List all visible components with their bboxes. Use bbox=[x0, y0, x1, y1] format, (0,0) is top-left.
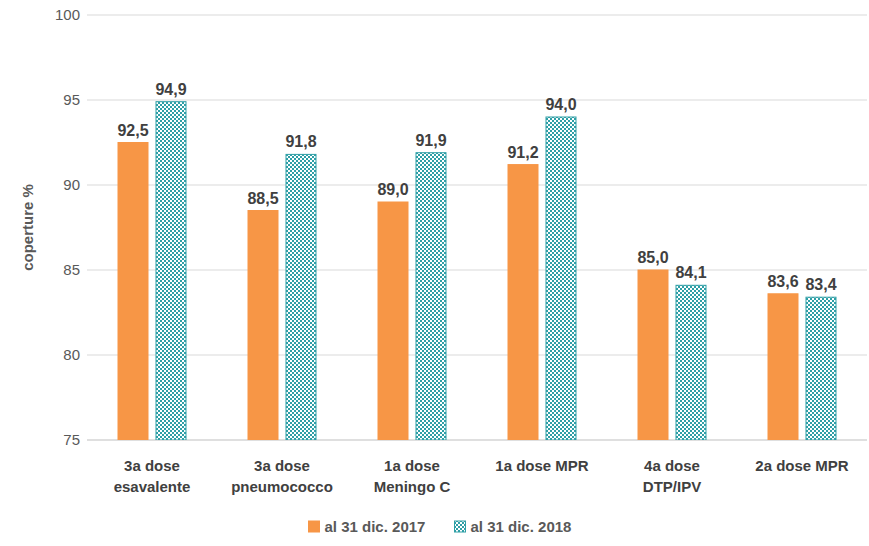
bar bbox=[118, 143, 148, 441]
data-label: 83,4 bbox=[805, 276, 836, 293]
bar bbox=[248, 211, 278, 441]
data-label: 89,0 bbox=[377, 181, 408, 198]
bar bbox=[676, 285, 706, 440]
bar bbox=[156, 102, 186, 440]
bar bbox=[806, 297, 836, 440]
data-label: 83,6 bbox=[767, 273, 798, 290]
grid-line bbox=[87, 270, 867, 271]
tick-label: 90 bbox=[63, 176, 80, 193]
category-label: 3a dosepneumococco bbox=[231, 457, 333, 495]
tick-label: 95 bbox=[63, 91, 80, 108]
bar bbox=[378, 202, 408, 440]
bar bbox=[638, 270, 668, 440]
category-label: 1a dose MPR bbox=[495, 457, 589, 474]
data-label: 94,9 bbox=[155, 81, 186, 98]
data-label: 92,5 bbox=[117, 122, 148, 139]
legend-swatch bbox=[309, 521, 320, 532]
legend-swatch bbox=[455, 521, 466, 532]
grid-line bbox=[87, 185, 867, 186]
data-label: 84,1 bbox=[675, 264, 706, 281]
tick-label: 100 bbox=[55, 6, 80, 23]
data-label: 94,0 bbox=[545, 96, 576, 113]
tick-label: 80 bbox=[63, 346, 80, 363]
grid-line bbox=[87, 440, 867, 441]
grid-line bbox=[87, 100, 867, 101]
tick-label: 75 bbox=[63, 431, 80, 448]
bar bbox=[416, 153, 446, 440]
category-label: 1a doseMeningo C bbox=[374, 457, 451, 495]
bar bbox=[286, 154, 316, 440]
bar bbox=[508, 165, 538, 440]
bars bbox=[118, 102, 836, 440]
data-label: 91,8 bbox=[285, 133, 316, 150]
bar bbox=[768, 294, 798, 440]
category-label: 2a dose MPR bbox=[755, 457, 849, 474]
category-label: 3a doseesavalente bbox=[114, 457, 191, 495]
data-labels: 92,5 88,5 89,0 91,2 85,0 83,6 94,9 91,8 91,9 94,0… bbox=[117, 81, 836, 294]
grid-line bbox=[87, 355, 867, 356]
legend-label: al 31 dic. 2017 bbox=[325, 518, 426, 535]
data-label: 88,5 bbox=[247, 190, 278, 207]
category-label: 4a doseDTP/IPV bbox=[643, 457, 701, 495]
data-label: 85,0 bbox=[637, 249, 668, 266]
legend-label: al 31 dic. 2018 bbox=[471, 518, 572, 535]
bar bbox=[546, 117, 576, 440]
tick-label: 85 bbox=[63, 261, 80, 278]
data-label: 91,2 bbox=[507, 144, 538, 161]
grid-line bbox=[87, 15, 867, 16]
axis-label: coperture % bbox=[19, 184, 36, 271]
legend: al 31 dic. 2017 al 31 dic. 2018 bbox=[309, 518, 572, 535]
data-label: 91,9 bbox=[415, 132, 446, 149]
chart: 75 80 85 90 95 100 coperture % 92,5 88,5 89,0 91,2… bbox=[0, 0, 869, 546]
